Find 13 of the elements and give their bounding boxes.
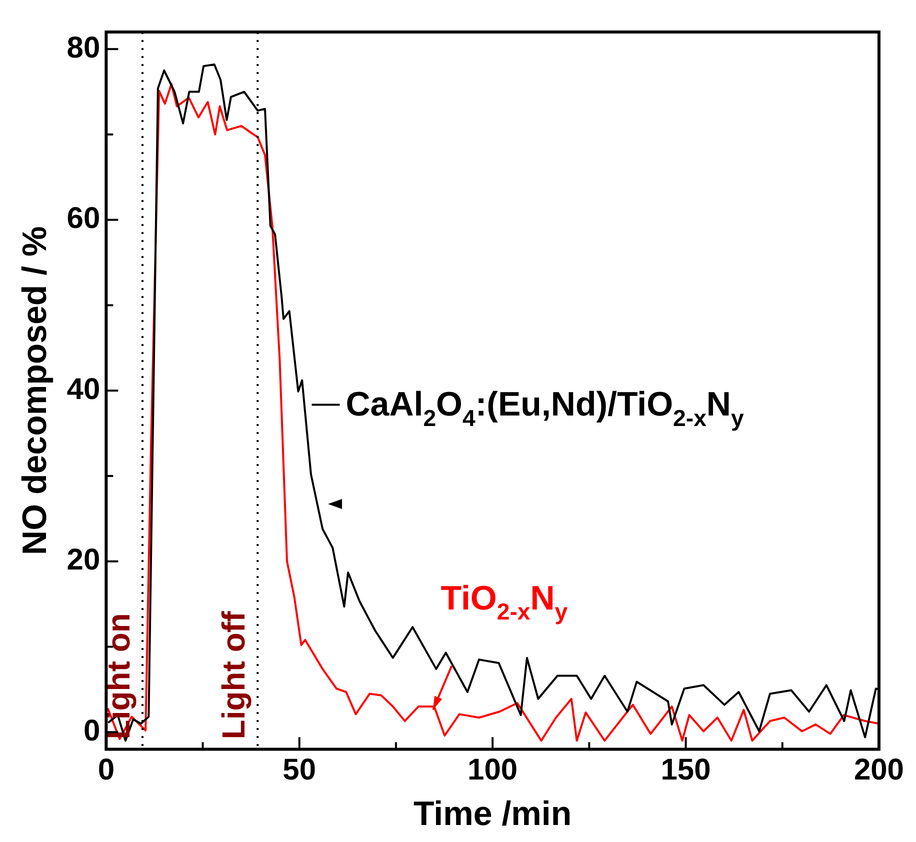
y-tick-label: 60 [66,202,100,236]
y-tick-label: 80 [66,31,100,64]
y-tick-label: 0 [83,714,100,748]
y-axis-title: NO decomposed / % [16,226,54,555]
y-tick-label: 40 [66,372,100,406]
x-tick-label: 150 [660,753,711,786]
x-tick-label: 50 [282,753,316,786]
x-axis-title: Time /min [414,794,572,833]
ref-line-label: Light on [100,613,136,740]
x-tick-label: 100 [468,753,518,786]
y-tick-label: 20 [66,544,100,577]
x-tick-label: 200 [854,753,904,786]
ref-line-label: Light off [215,610,252,740]
